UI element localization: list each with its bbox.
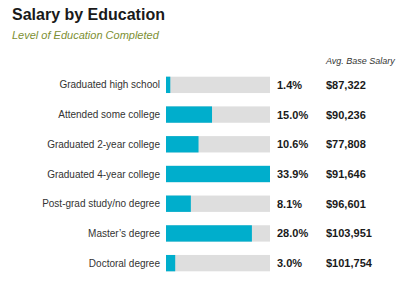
chart-container: Salary by Education Level of Education Co… [0,0,400,283]
chart: Salary by Education Level of Education Co… [0,0,400,283]
category-label: Graduated 2-year college [47,139,160,150]
subtitle: Level of Education Completed [12,29,160,41]
data-label: 1.4% [277,79,302,91]
data-label: 33.9% [277,168,308,180]
category-label: Doctoral degree [89,258,161,269]
bar [166,255,175,271]
bar-track [166,166,270,182]
title: Salary by Education [12,6,165,23]
column-header: Avg. Base Salary [325,56,395,66]
salary-label: $87,322 [326,79,366,91]
category-label: Graduated 4-year college [47,169,160,180]
data-label: 28.0% [277,227,308,239]
bar-tracks [166,77,270,272]
salary-label: $77,808 [326,138,366,150]
bar-track [166,106,270,122]
bar [166,106,212,122]
bar [166,77,170,93]
salary-label: $103,951 [326,227,372,239]
salary-label: $101,754 [326,257,373,269]
category-label: Attended some college [58,109,160,120]
bar-track [166,196,270,212]
salary-label: $96,601 [326,198,366,210]
bar [166,166,270,182]
category-label: Master’s degree [88,228,160,239]
bar [166,196,191,212]
bar [166,136,199,152]
bar-track [166,136,270,152]
salary-label: $91,646 [326,168,366,180]
data-label: 3.0% [277,257,302,269]
data-label: 10.6% [277,138,308,150]
bars [166,77,270,272]
data-label: 8.1% [277,198,302,210]
labels: Graduated high school 1.4% $87,322 Attended… [42,79,373,269]
salary-label: $90,236 [326,109,366,121]
bar-track [166,255,270,271]
category-label: Graduated high school [59,79,160,90]
category-label: Post-grad study/no degree [42,198,160,209]
bar [166,225,252,241]
bar-track [166,225,270,241]
bar-track [166,77,270,93]
data-label: 15.0% [277,109,308,121]
